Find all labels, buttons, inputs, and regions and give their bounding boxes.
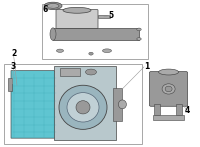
Ellipse shape (63, 7, 91, 13)
Bar (176, 104, 182, 115)
Polygon shape (11, 71, 60, 138)
Ellipse shape (162, 84, 175, 94)
Ellipse shape (67, 93, 99, 122)
Text: 5: 5 (108, 11, 114, 20)
Bar (154, 104, 160, 115)
Ellipse shape (76, 101, 90, 114)
Bar (42, 4, 148, 59)
Bar (153, 115, 184, 120)
Ellipse shape (102, 49, 112, 53)
Ellipse shape (57, 49, 64, 52)
Text: 1: 1 (144, 62, 150, 71)
Ellipse shape (50, 28, 56, 40)
Ellipse shape (59, 85, 107, 129)
Text: 4: 4 (184, 106, 190, 116)
FancyBboxPatch shape (149, 72, 188, 106)
Ellipse shape (44, 2, 62, 10)
Ellipse shape (89, 52, 93, 55)
Bar (54, 66, 116, 140)
Bar (113, 88, 122, 121)
Ellipse shape (165, 86, 172, 92)
Text: 2: 2 (11, 49, 16, 58)
FancyBboxPatch shape (56, 10, 98, 29)
Ellipse shape (137, 38, 141, 40)
Ellipse shape (118, 100, 126, 109)
Ellipse shape (47, 4, 59, 8)
Ellipse shape (137, 28, 141, 31)
Ellipse shape (86, 69, 96, 75)
Text: 3: 3 (11, 62, 16, 71)
Ellipse shape (159, 69, 179, 75)
Bar (53, 28, 139, 40)
Bar (8, 78, 12, 91)
Bar (98, 15, 110, 18)
Bar (4, 64, 142, 144)
Bar (60, 68, 80, 76)
Text: 6: 6 (42, 5, 48, 14)
